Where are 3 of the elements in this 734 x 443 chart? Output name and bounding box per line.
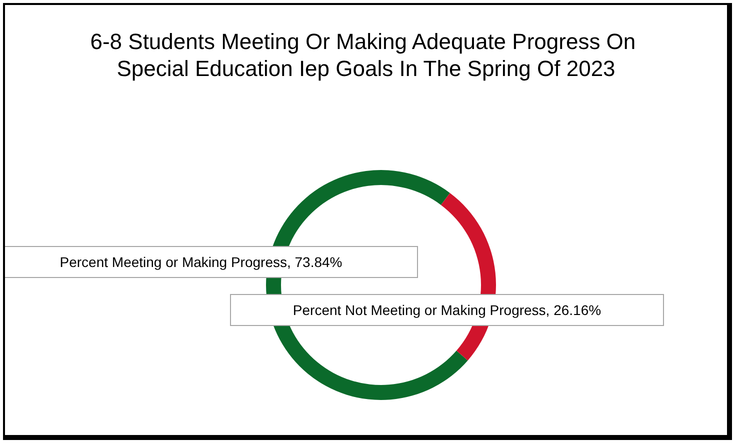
chart-title: 6-8 Students Meeting Or Making Adequate Progress On Special Education Iep Goals In The Spring Of 2023 <box>90 29 642 81</box>
slice-label: Percent Not Meeting or Making Progress, 26.16% <box>292 302 602 318</box>
slice-label: Percent Meeting or Making Progress, 73.84% <box>60 254 342 270</box>
